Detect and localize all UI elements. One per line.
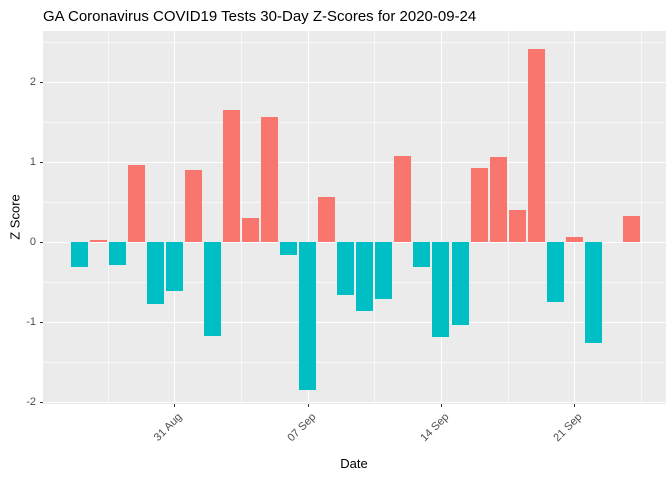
minor-gridline-h: [43, 201, 666, 203]
zscore-bar: [508, 210, 526, 242]
minor-gridline-h: [43, 361, 666, 363]
zscore-bar: [108, 241, 126, 266]
minor-gridline-v: [640, 31, 642, 404]
y-tick-mark: [40, 82, 43, 84]
minor-gridline-h: [43, 42, 666, 44]
major-gridline-h: [43, 162, 666, 164]
x-tick-mark: [440, 404, 442, 407]
x-tick-mark: [307, 404, 309, 407]
minor-gridline-v: [107, 31, 109, 404]
zscore-bar: [318, 197, 336, 242]
zscore-bar: [584, 241, 602, 344]
x-axis-title: Date: [340, 456, 368, 471]
zscore-bar: [546, 241, 564, 302]
zscore-bar: [527, 48, 545, 242]
chart-title: GA Coronavirus COVID19 Tests 30-Day Z-Sc…: [43, 8, 477, 25]
y-tick-label: -1: [26, 315, 36, 328]
major-gridline-v: [574, 31, 576, 404]
zscore-bar: [394, 155, 412, 242]
zscore-bar: [222, 110, 240, 242]
major-gridline-h: [43, 241, 666, 243]
zscore-bar: [70, 241, 88, 267]
minor-gridline-h: [43, 122, 666, 124]
x-tick-label: 14 Sep: [418, 411, 452, 445]
minor-gridline-v: [507, 31, 509, 404]
y-tick-mark: [40, 321, 43, 323]
zscore-bar: [203, 241, 221, 337]
zscore-bar: [432, 241, 450, 337]
zscore-bar: [146, 241, 164, 305]
zscore-bar: [184, 170, 202, 242]
y-tick-label: 2: [29, 76, 36, 89]
zscore-bar: [242, 217, 259, 242]
zscore-bar: [413, 241, 431, 268]
y-tick-label: -2: [26, 395, 36, 408]
x-tick-label: 21 Sep: [551, 411, 585, 445]
y-tick-label: 1: [29, 156, 36, 169]
plot-panel: [43, 31, 666, 404]
major-gridline-h: [43, 321, 666, 323]
minor-gridline-v: [374, 31, 376, 404]
y-tick-mark: [40, 241, 43, 243]
zscore-bar: [565, 237, 583, 242]
major-gridline-v: [307, 31, 309, 404]
x-tick-label: 07 Sep: [284, 411, 319, 445]
zscore-bar: [165, 241, 183, 292]
major-gridline-v: [174, 31, 176, 404]
major-gridline-v: [440, 31, 442, 404]
zscore-bar: [489, 157, 507, 242]
x-tick-mark: [174, 404, 176, 407]
zscore-bar: [299, 241, 317, 390]
zscore-bar: [89, 239, 107, 242]
zscore-bar: [470, 168, 488, 242]
x-tick-mark: [574, 404, 576, 407]
zscore-bar: [337, 241, 355, 295]
zscore-bar: [356, 241, 374, 312]
minor-gridline-h: [43, 281, 666, 283]
major-gridline-h: [43, 82, 666, 84]
y-tick-mark: [40, 401, 43, 403]
major-gridline-h: [43, 401, 666, 403]
zscore-bar: [451, 241, 469, 325]
zscore-bar: [127, 165, 145, 242]
zscore-bar: [261, 117, 278, 242]
x-tick-label: 31 Aug: [152, 411, 185, 444]
zscore-bar: [375, 241, 393, 299]
minor-gridline-v: [240, 31, 242, 404]
zscore-bar: [623, 216, 640, 242]
zscore-bar: [280, 241, 298, 255]
y-axis-title: Z Score: [7, 194, 23, 240]
y-tick-mark: [40, 162, 43, 164]
y-tick-label: 0: [29, 235, 36, 248]
